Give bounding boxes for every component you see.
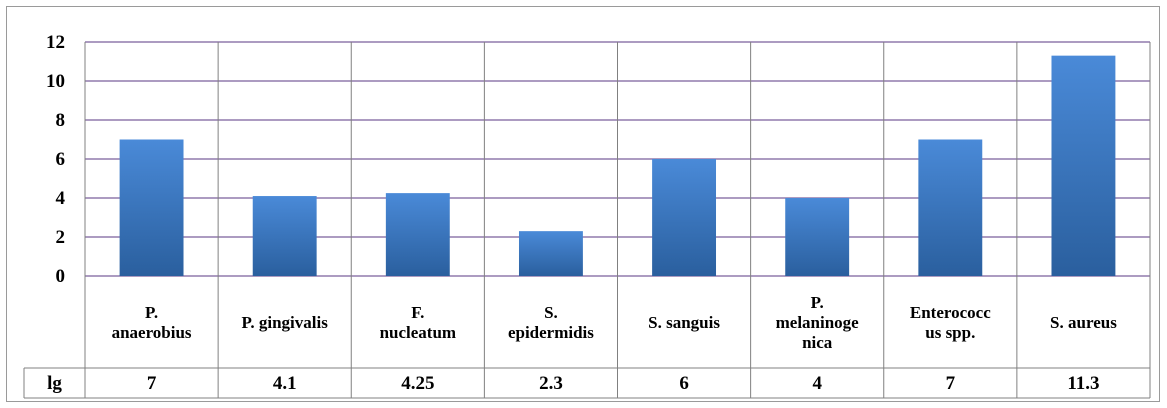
y-tick-label: 12 bbox=[46, 32, 65, 53]
category-label: S. sanguis bbox=[648, 313, 720, 332]
y-axis-ticks: 0 2 4 6 8 10 12 bbox=[46, 32, 66, 287]
category-label: P. anaerobius bbox=[112, 303, 192, 342]
bar bbox=[518, 231, 583, 276]
value-label: 11.3 bbox=[1067, 373, 1099, 394]
y-tick-label: 2 bbox=[56, 227, 66, 248]
category-label: F. nucleatum bbox=[380, 303, 457, 342]
category-label: P. melaninoge nica bbox=[776, 293, 860, 352]
category-label: S. aureus bbox=[1050, 313, 1117, 332]
y-tick-label: 0 bbox=[56, 266, 66, 287]
value-label: 2.3 bbox=[539, 373, 563, 394]
value-label: 6 bbox=[679, 373, 689, 394]
bar bbox=[252, 196, 317, 276]
bar bbox=[119, 139, 184, 276]
bars bbox=[119, 55, 1116, 277]
series-name-cell: lg bbox=[47, 373, 62, 394]
y-tick-label: 8 bbox=[56, 110, 66, 131]
bar bbox=[785, 198, 850, 276]
value-label: 4.25 bbox=[401, 373, 434, 394]
value-label: 7 bbox=[147, 373, 157, 394]
bar bbox=[385, 193, 450, 276]
category-label: S. epidermidis bbox=[508, 303, 594, 342]
y-tick-label: 4 bbox=[56, 188, 66, 209]
data-table: lg P. anaerobius 7 P. gingivalis 4.1 F. nucleat… bbox=[23, 42, 1151, 399]
bar bbox=[652, 159, 717, 276]
bar bbox=[1051, 55, 1116, 277]
y-tick-label: 6 bbox=[56, 149, 66, 170]
value-label: 7 bbox=[946, 373, 956, 394]
value-label: 4.1 bbox=[273, 373, 297, 394]
category-label: Enterococc us spp. bbox=[910, 303, 991, 342]
category-label: P. gingivalis bbox=[242, 313, 329, 332]
bar bbox=[918, 139, 983, 276]
y-tick-label: 10 bbox=[46, 71, 65, 92]
value-label: 4 bbox=[812, 373, 822, 394]
